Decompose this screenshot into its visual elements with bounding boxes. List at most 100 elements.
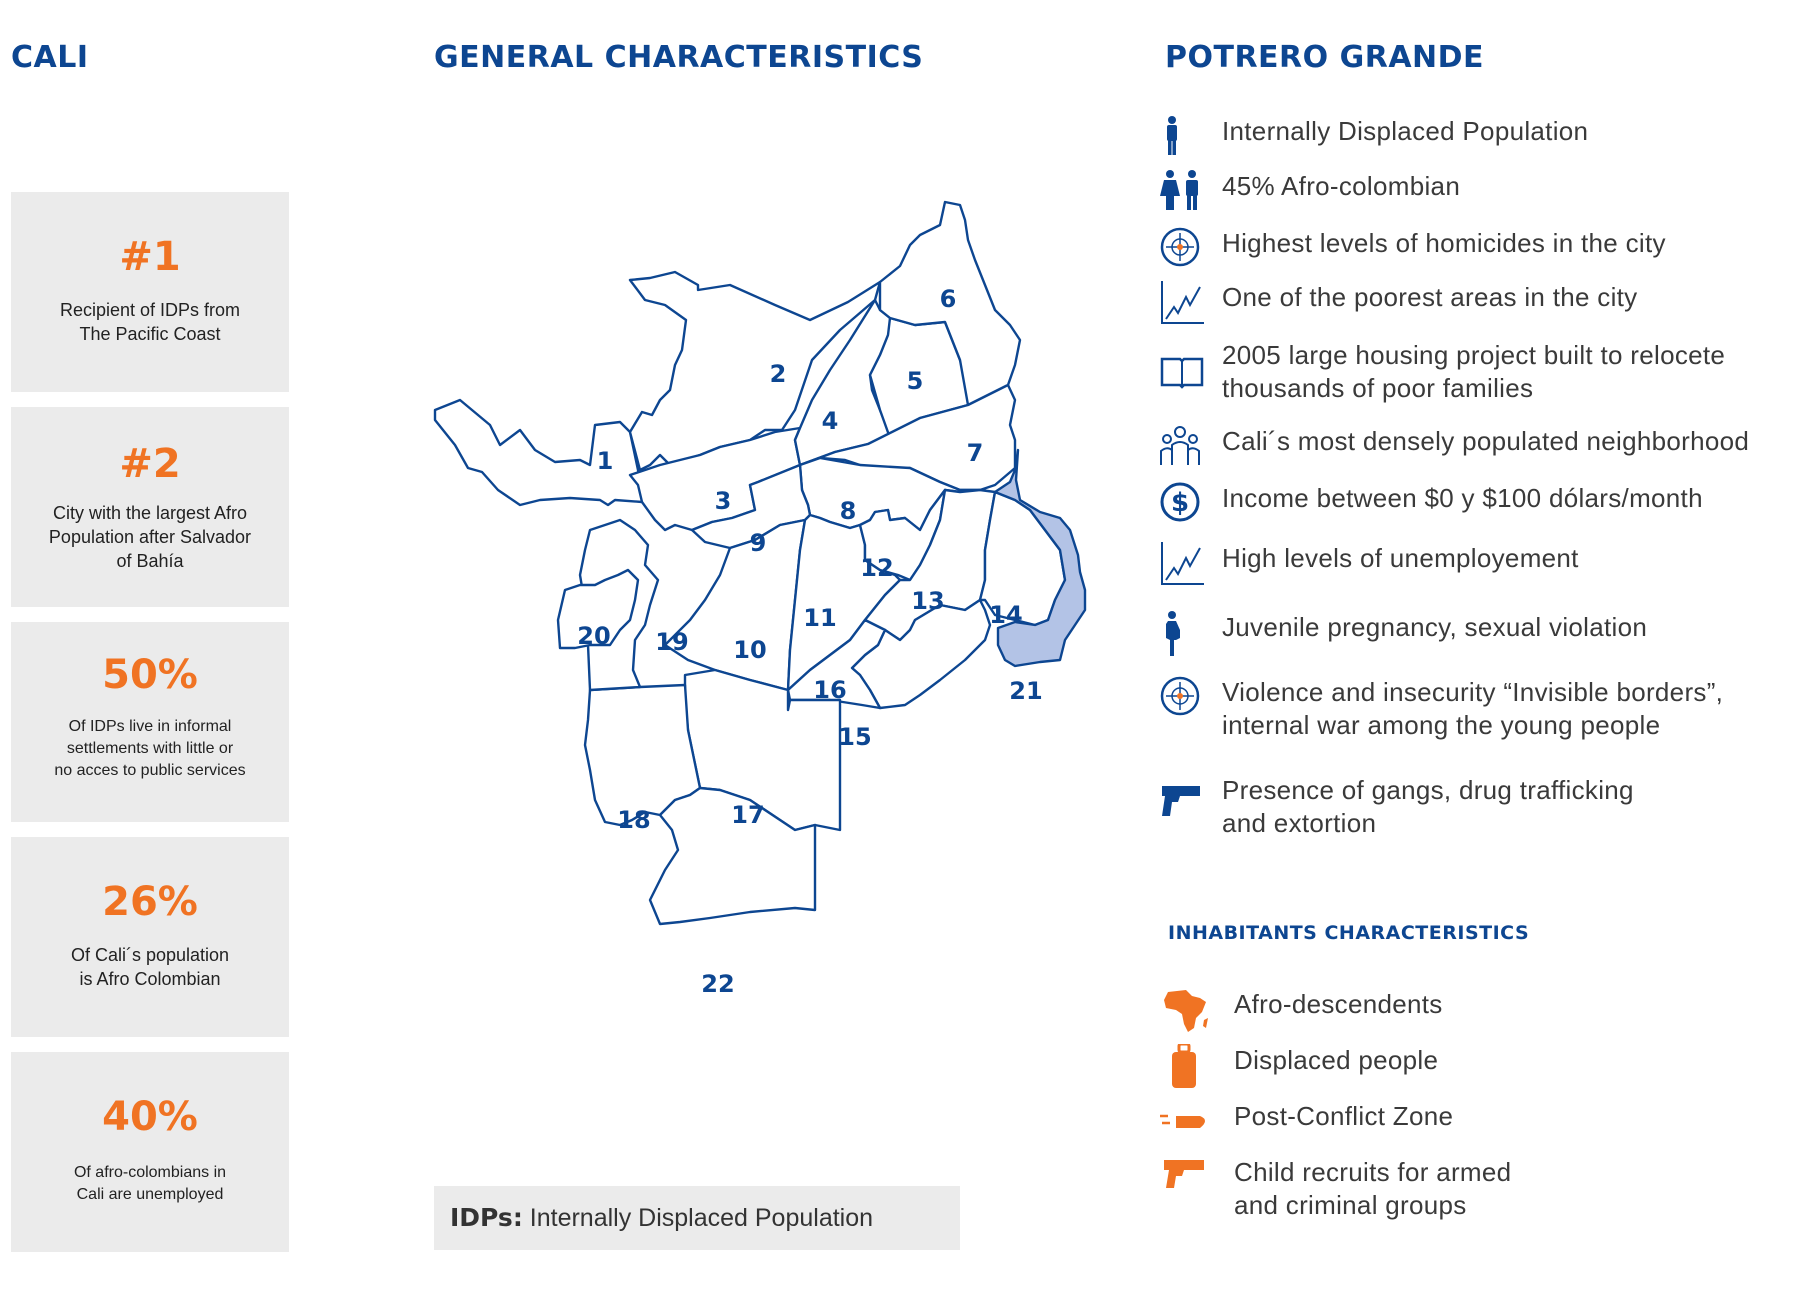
legend-text: Internally Displaced Population: [522, 1204, 874, 1232]
zone-2: [628, 270, 882, 472]
zone-label: 2: [770, 360, 787, 388]
characteristic-item: 45% Afro-colombian: [1160, 170, 1800, 220]
luggage-icon: [1172, 1044, 1196, 1088]
stat-text: Of Cali´s population is Afro Colombian: [70, 945, 230, 989]
inhabitant-item: Child recruits for armed and criminal gr…: [1160, 1156, 1720, 1236]
characteristic-item: Presence of gangs, drug trafficking and …: [1160, 774, 1800, 854]
stat-value: 50%: [102, 652, 198, 698]
zone-label: 17: [731, 801, 764, 829]
characteristic-text: Violence and insecurity “Invisible borde…: [1222, 677, 1724, 740]
potrero-grande-header: POTRERO GRANDE: [1165, 40, 1485, 75]
zone-label: 11: [803, 604, 836, 632]
zone-18: [583, 683, 702, 827]
gun-icon: [1164, 1160, 1204, 1188]
zone-10: [663, 518, 807, 692]
zone-label: 12: [860, 554, 893, 582]
crosshair-icon: [1160, 227, 1200, 267]
stat-value: 26%: [102, 879, 198, 925]
svg-text:$: $: [1171, 488, 1189, 518]
characteristic-text: 2005 large housing project built to relo…: [1222, 340, 1726, 403]
bullet-icon: [1160, 1114, 1205, 1128]
zone-label: 13: [911, 587, 944, 615]
characteristic-item: 2005 large housing project built to relo…: [1160, 339, 1800, 419]
stat-text: Of afro-colombians in Cali are unemploye…: [73, 1164, 227, 1203]
cali-zones-map: 1 2 3 4 5 6 7 8 9 10 11 12 13 14 15 16 1…: [433, 200, 1087, 998]
stat-text: Of IDPs live in informal settlements wit…: [54, 718, 246, 779]
zone-label: 1: [597, 447, 614, 475]
characteristic-item: High levels of unemployement: [1160, 542, 1800, 592]
crosshair-icon: [1160, 676, 1200, 716]
zone-label: 15: [838, 723, 871, 751]
zone-label: 9: [750, 529, 767, 557]
zone-6: [878, 200, 1022, 407]
characteristic-text: Income between $0 y $100 dólars/month: [1222, 483, 1703, 513]
characteristic-text: Presence of gangs, drug trafficking and …: [1222, 775, 1634, 838]
zone-label: 21: [1009, 677, 1042, 705]
stat-card: 40% Of afro-colombians in Cali are unemp…: [11, 1052, 289, 1252]
zone-label: 6: [940, 285, 957, 313]
zone-label: 4: [822, 407, 839, 435]
zone-22: [648, 786, 817, 926]
characteristic-text: Highest levels of homicides in the city: [1222, 228, 1666, 258]
characteristic-item: Highest levels of homicides in the city: [1160, 227, 1800, 277]
dollar-icon: $: [1160, 482, 1200, 522]
couple-icon: [1160, 170, 1198, 210]
stat-card: 50% Of IDPs live in informal settlements…: [11, 622, 289, 822]
zone-label: 5: [907, 367, 924, 395]
gun-icon: [1162, 786, 1200, 816]
inhabitant-text: Child recruits for armed and criminal gr…: [1234, 1157, 1512, 1220]
stat-text: City with the largest Afro Population af…: [48, 503, 252, 571]
zone-label: 22: [701, 970, 734, 998]
stat-value: 40%: [102, 1094, 198, 1140]
zone-label: 3: [715, 487, 732, 515]
characteristic-item: One of the poorest areas in the city: [1160, 281, 1800, 331]
inhabitant-text: Displaced people: [1234, 1045, 1439, 1075]
zone-label: 16: [813, 676, 846, 704]
legend-abbr: IDPs:: [450, 1203, 523, 1232]
general-characteristics-header: GENERAL CHARACTERISTICS: [434, 40, 924, 75]
inhabitants-characteristics-header: INHABITANTS CHARACTERISTICS: [1168, 922, 1530, 944]
pregnant-icon: [1166, 611, 1180, 656]
zone-label: 20: [577, 622, 610, 650]
characteristic-text: 45% Afro-colombian: [1222, 171, 1461, 201]
zone-label: 10: [733, 636, 766, 664]
cali-header: CALI: [11, 40, 89, 75]
stat-value: #1: [119, 234, 181, 280]
characteristic-text: Juvenile pregnancy, sexual violation: [1222, 612, 1648, 642]
inhabitant-item: Afro-descendents: [1160, 988, 1720, 1038]
characteristic-text: Internally Displaced Population: [1222, 116, 1589, 146]
characteristic-text: One of the poorest areas in the city: [1222, 282, 1638, 312]
zone-label: 19: [655, 628, 688, 656]
book-icon: [1160, 357, 1204, 389]
person-icon: [1167, 116, 1177, 155]
zone-label: 14: [989, 601, 1022, 629]
zones: [433, 200, 1087, 926]
inhabitant-text: Afro-descendents: [1234, 989, 1443, 1019]
zone-label: 8: [840, 497, 857, 525]
stat-value: #2: [119, 441, 181, 487]
group-icon: [1160, 426, 1200, 465]
africa-icon: [1164, 990, 1208, 1032]
stat-card: 26% Of Cali´s population is Afro Colombi…: [11, 837, 289, 1037]
stat-card: #1 Recipient of IDPs from The Pacific Co…: [11, 192, 289, 392]
characteristic-item: Cali´s most densely populated neighborho…: [1160, 425, 1800, 475]
idp-legend: IDPs: Internally Displaced Population: [434, 1186, 960, 1250]
characteristic-item: Violence and insecurity “Invisible borde…: [1160, 676, 1800, 756]
zone-label: 7: [967, 439, 984, 467]
inhabitant-item: Displaced people: [1160, 1044, 1720, 1094]
inhabitant-item: Post-Conflict Zone: [1160, 1100, 1720, 1150]
characteristic-item: Internally Displaced Population: [1160, 115, 1800, 165]
zone-20: [556, 568, 640, 650]
stat-card: #2 City with the largest Afro Population…: [11, 407, 289, 607]
stat-text: Recipient of IDPs from The Pacific Coast: [59, 300, 241, 344]
inhabitant-text: Post-Conflict Zone: [1234, 1101, 1454, 1131]
zone-21: [993, 448, 1087, 668]
characteristic-text: High levels of unemployement: [1222, 543, 1579, 573]
characteristic-item: Juvenile pregnancy, sexual violation: [1160, 611, 1800, 661]
line-chart-icon: [1161, 281, 1204, 324]
characteristic-item: $ Income between $0 y $100 dólars/month: [1160, 482, 1800, 532]
characteristic-text: Cali´s most densely populated neighborho…: [1222, 426, 1750, 456]
line-chart-icon: [1161, 542, 1204, 585]
zone-labels: 1 2 3 4 5 6 7 8 9 10 11 12 13 14 15 16 1…: [577, 285, 1042, 998]
zone-label: 18: [617, 806, 650, 834]
